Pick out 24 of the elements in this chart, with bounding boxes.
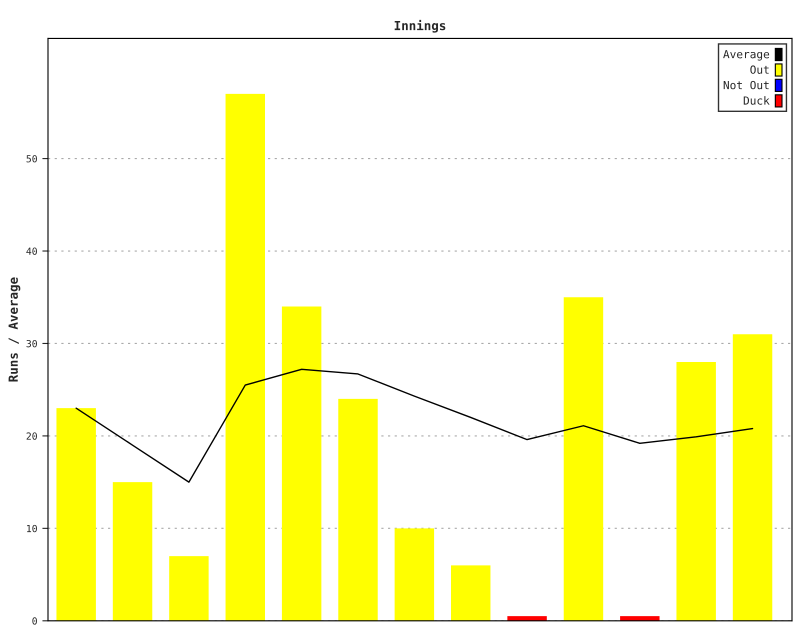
y-tick-label: 50 <box>26 155 37 162</box>
y-tick-label: 20 <box>26 432 37 440</box>
bar <box>226 94 265 621</box>
bar <box>732 334 772 621</box>
legend-label: Not Out <box>724 80 769 90</box>
bar <box>169 556 209 621</box>
bar <box>338 398 378 621</box>
legend-label: Out <box>750 65 769 74</box>
y-tick-label: 30 <box>26 340 37 348</box>
y-tick-label: 40 <box>26 248 37 255</box>
line-series <box>75 368 754 483</box>
bar <box>564 297 604 621</box>
legend-label: Average <box>723 50 770 61</box>
bar <box>451 565 490 621</box>
y-tick-label: 0 <box>32 617 37 625</box>
y-axis-title: Runs / Average <box>8 277 20 382</box>
bar <box>56 408 96 621</box>
bar <box>282 306 322 621</box>
chart-title: Innings <box>394 20 446 33</box>
bar <box>394 528 434 621</box>
bar <box>112 482 152 621</box>
bar <box>676 362 716 621</box>
legend-label: Duck <box>744 96 770 105</box>
y-tick-label: 10 <box>27 524 37 532</box>
